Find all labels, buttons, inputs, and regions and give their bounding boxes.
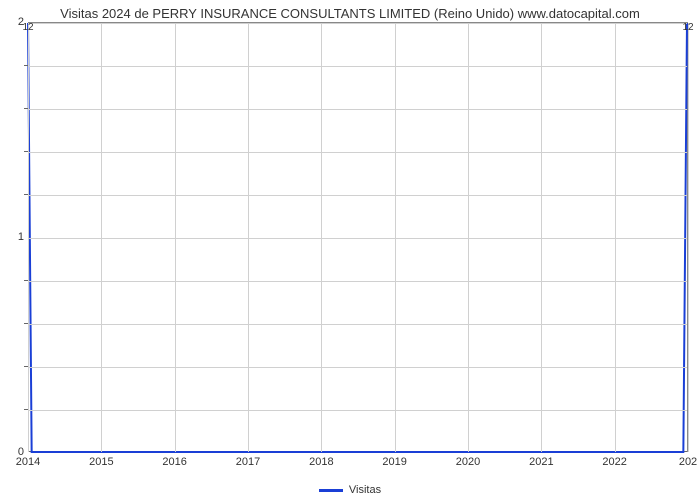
- gridline-h-minor: [28, 281, 687, 282]
- y-minor-tick: [24, 65, 28, 66]
- x-tick-label: 2022: [602, 456, 626, 468]
- x-tick-label: 2017: [236, 456, 260, 468]
- y-minor-tick: [24, 366, 28, 367]
- gridline-h-minor: [28, 195, 687, 196]
- gridline-h: [28, 23, 687, 24]
- x-tick-label: 2016: [162, 456, 186, 468]
- y-minor-tick: [24, 323, 28, 324]
- y-tick-label: 2: [4, 16, 24, 28]
- y-tick-label: 0: [4, 446, 24, 458]
- gridline-h-minor: [28, 109, 687, 110]
- plot-area: [28, 22, 688, 452]
- gridline-h: [28, 238, 687, 239]
- point-label: 12: [22, 22, 33, 33]
- chart-title: Visitas 2024 de PERRY INSURANCE CONSULTA…: [0, 6, 700, 21]
- y-minor-tick: [24, 108, 28, 109]
- y-minor-tick: [24, 280, 28, 281]
- gridline-h-minor: [28, 324, 687, 325]
- y-minor-tick: [24, 194, 28, 195]
- legend-swatch-visitas: [319, 489, 343, 492]
- x-tick-label: 2015: [89, 456, 113, 468]
- x-tick-label: 2021: [529, 456, 553, 468]
- gridline-v: [688, 23, 689, 452]
- y-tick-label: 1: [4, 231, 24, 243]
- gridline-h-minor: [28, 66, 687, 67]
- point-label: 12: [682, 22, 693, 33]
- x-tick-label: 2020: [456, 456, 480, 468]
- x-tick-label: 202: [679, 456, 697, 468]
- gridline-h-minor: [28, 367, 687, 368]
- gridline-h-minor: [28, 152, 687, 153]
- x-tick-label: 2019: [382, 456, 406, 468]
- x-tick-label: 2018: [309, 456, 333, 468]
- y-minor-tick: [24, 409, 28, 410]
- gridline-h-minor: [28, 410, 687, 411]
- y-minor-tick: [24, 151, 28, 152]
- legend: Visitas: [0, 484, 700, 496]
- legend-label-visitas: Visitas: [349, 484, 381, 496]
